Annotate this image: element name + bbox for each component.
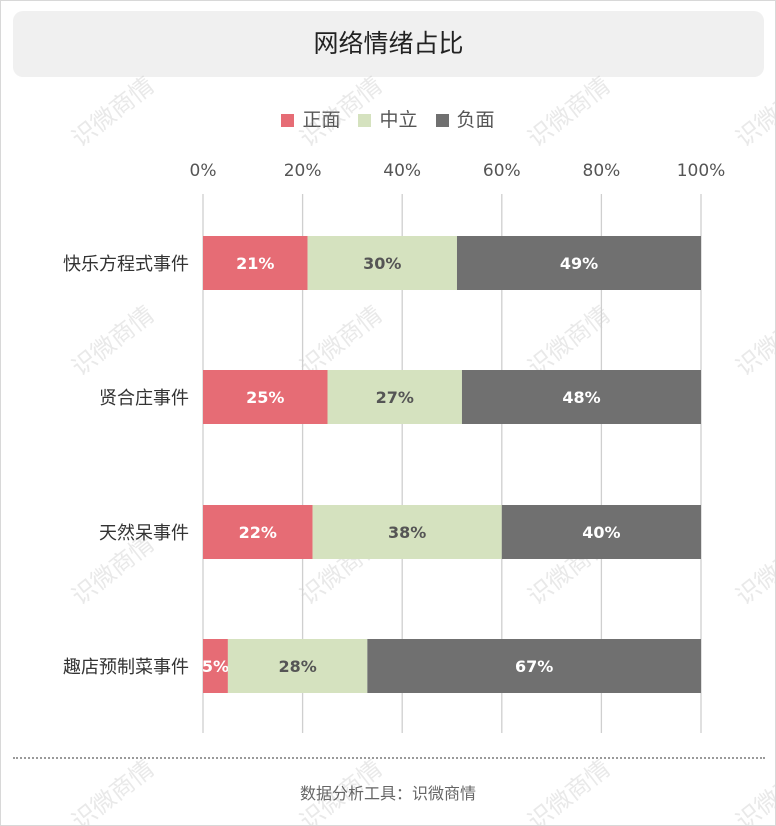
bar-segment	[227, 639, 368, 693]
category-label: 趣店预制菜事件	[63, 657, 189, 678]
legend-swatch-negative	[435, 113, 449, 127]
legend-label-positive: 正面	[302, 109, 341, 131]
bar-segment	[461, 370, 701, 424]
bar-segment	[456, 236, 701, 290]
x-axis-tick-label: 0%	[190, 161, 217, 181]
data-label: 5%	[202, 657, 229, 676]
data-label: 49%	[560, 254, 598, 273]
data-label: 22%	[239, 523, 277, 542]
category-label: 天然呆事件	[99, 523, 189, 544]
x-axis-tick-label: 80%	[583, 161, 621, 181]
bar-segment	[203, 639, 228, 693]
legend-label-negative: 负面	[456, 109, 495, 131]
data-label: 38%	[388, 523, 426, 542]
bar-segment	[203, 505, 313, 559]
bar-segment	[203, 236, 308, 290]
data-label: 30%	[363, 254, 401, 273]
bar-segment	[367, 639, 701, 693]
legend-label-neutral: 中立	[379, 109, 418, 131]
category-label: 贤合庄事件	[99, 388, 189, 409]
x-axis-tick-label: 20%	[284, 161, 322, 181]
footer-divider	[13, 757, 765, 759]
data-label: 28%	[278, 657, 316, 676]
x-axis-tick-label: 100%	[677, 161, 726, 181]
bar-segment	[312, 505, 502, 559]
legend-swatch-positive	[281, 113, 295, 127]
bar-segment	[307, 236, 457, 290]
legend-swatch-neutral	[358, 113, 372, 127]
data-label: 25%	[246, 388, 284, 407]
category-label: 快乐方程式事件	[63, 254, 189, 275]
data-label: 40%	[582, 523, 620, 542]
data-label: 21%	[236, 254, 274, 273]
data-label: 48%	[562, 388, 600, 407]
bar-segment	[327, 370, 462, 424]
source-footer: 数据分析工具：识微商情	[299, 784, 476, 803]
chart-title: 网络情绪占比	[313, 29, 464, 58]
legend-item-negative: 负面	[435, 107, 495, 133]
bar-segment	[203, 370, 328, 424]
legend-item-positive: 正面	[281, 107, 340, 133]
bar-segment	[501, 505, 701, 559]
legend-item-neutral: 中立	[358, 107, 418, 133]
legend: 正面 中立 负面	[1, 107, 775, 133]
x-axis-tick-label: 40%	[383, 161, 421, 181]
data-label: 27%	[376, 388, 414, 407]
title-banner: 网络情绪占比	[13, 11, 764, 77]
data-label: 67%	[515, 657, 553, 676]
x-axis-tick-label: 60%	[483, 161, 521, 181]
